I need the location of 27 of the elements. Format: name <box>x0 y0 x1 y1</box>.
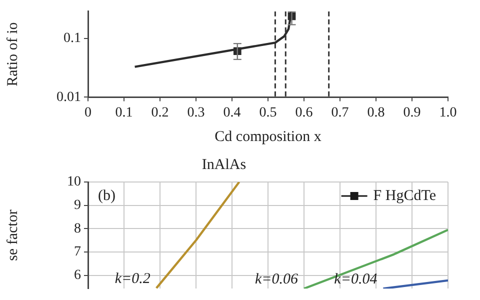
y-tick-label: 6 <box>74 268 81 283</box>
x-tick-label: 0.5 <box>259 105 277 120</box>
x-tick-label: 0.3 <box>187 105 205 120</box>
y-tick-label: 0.1 <box>64 31 81 46</box>
x-tick-label: 0.4 <box>223 105 241 120</box>
y-tick-label: 0.01 <box>56 90 81 105</box>
x-tick-label: 0.1 <box>115 105 133 120</box>
series-label: k=0.2 <box>114 271 151 288</box>
legend-label: F HgCdTe <box>373 188 436 204</box>
y-tick-label: 8 <box>74 221 81 236</box>
x-tick-label: 0.9 <box>403 105 421 120</box>
chart-title: InAlAs <box>202 156 246 173</box>
x-tick-label: 0.2 <box>151 105 169 120</box>
y-axis-title: Ratio of io <box>4 22 21 86</box>
series-label: k=0.04 <box>334 272 378 288</box>
y-tick-label: 10 <box>67 174 81 190</box>
x-tick-label: 0.7 <box>331 105 349 120</box>
annotation: (b) <box>98 188 116 204</box>
x-tick-label: 0.6 <box>295 105 313 120</box>
x-tick-label: 0.8 <box>367 105 385 120</box>
x-tick-label: 1.0 <box>439 105 457 120</box>
x-tick-label: 0 <box>84 105 92 120</box>
y-axis-title: se factor <box>4 210 21 261</box>
y-tick-label: 7 <box>74 244 81 260</box>
x-axis-title: Cd composition x <box>214 128 322 145</box>
series-label: k=0.06 <box>254 272 298 288</box>
y-tick-label: 9 <box>74 198 81 213</box>
